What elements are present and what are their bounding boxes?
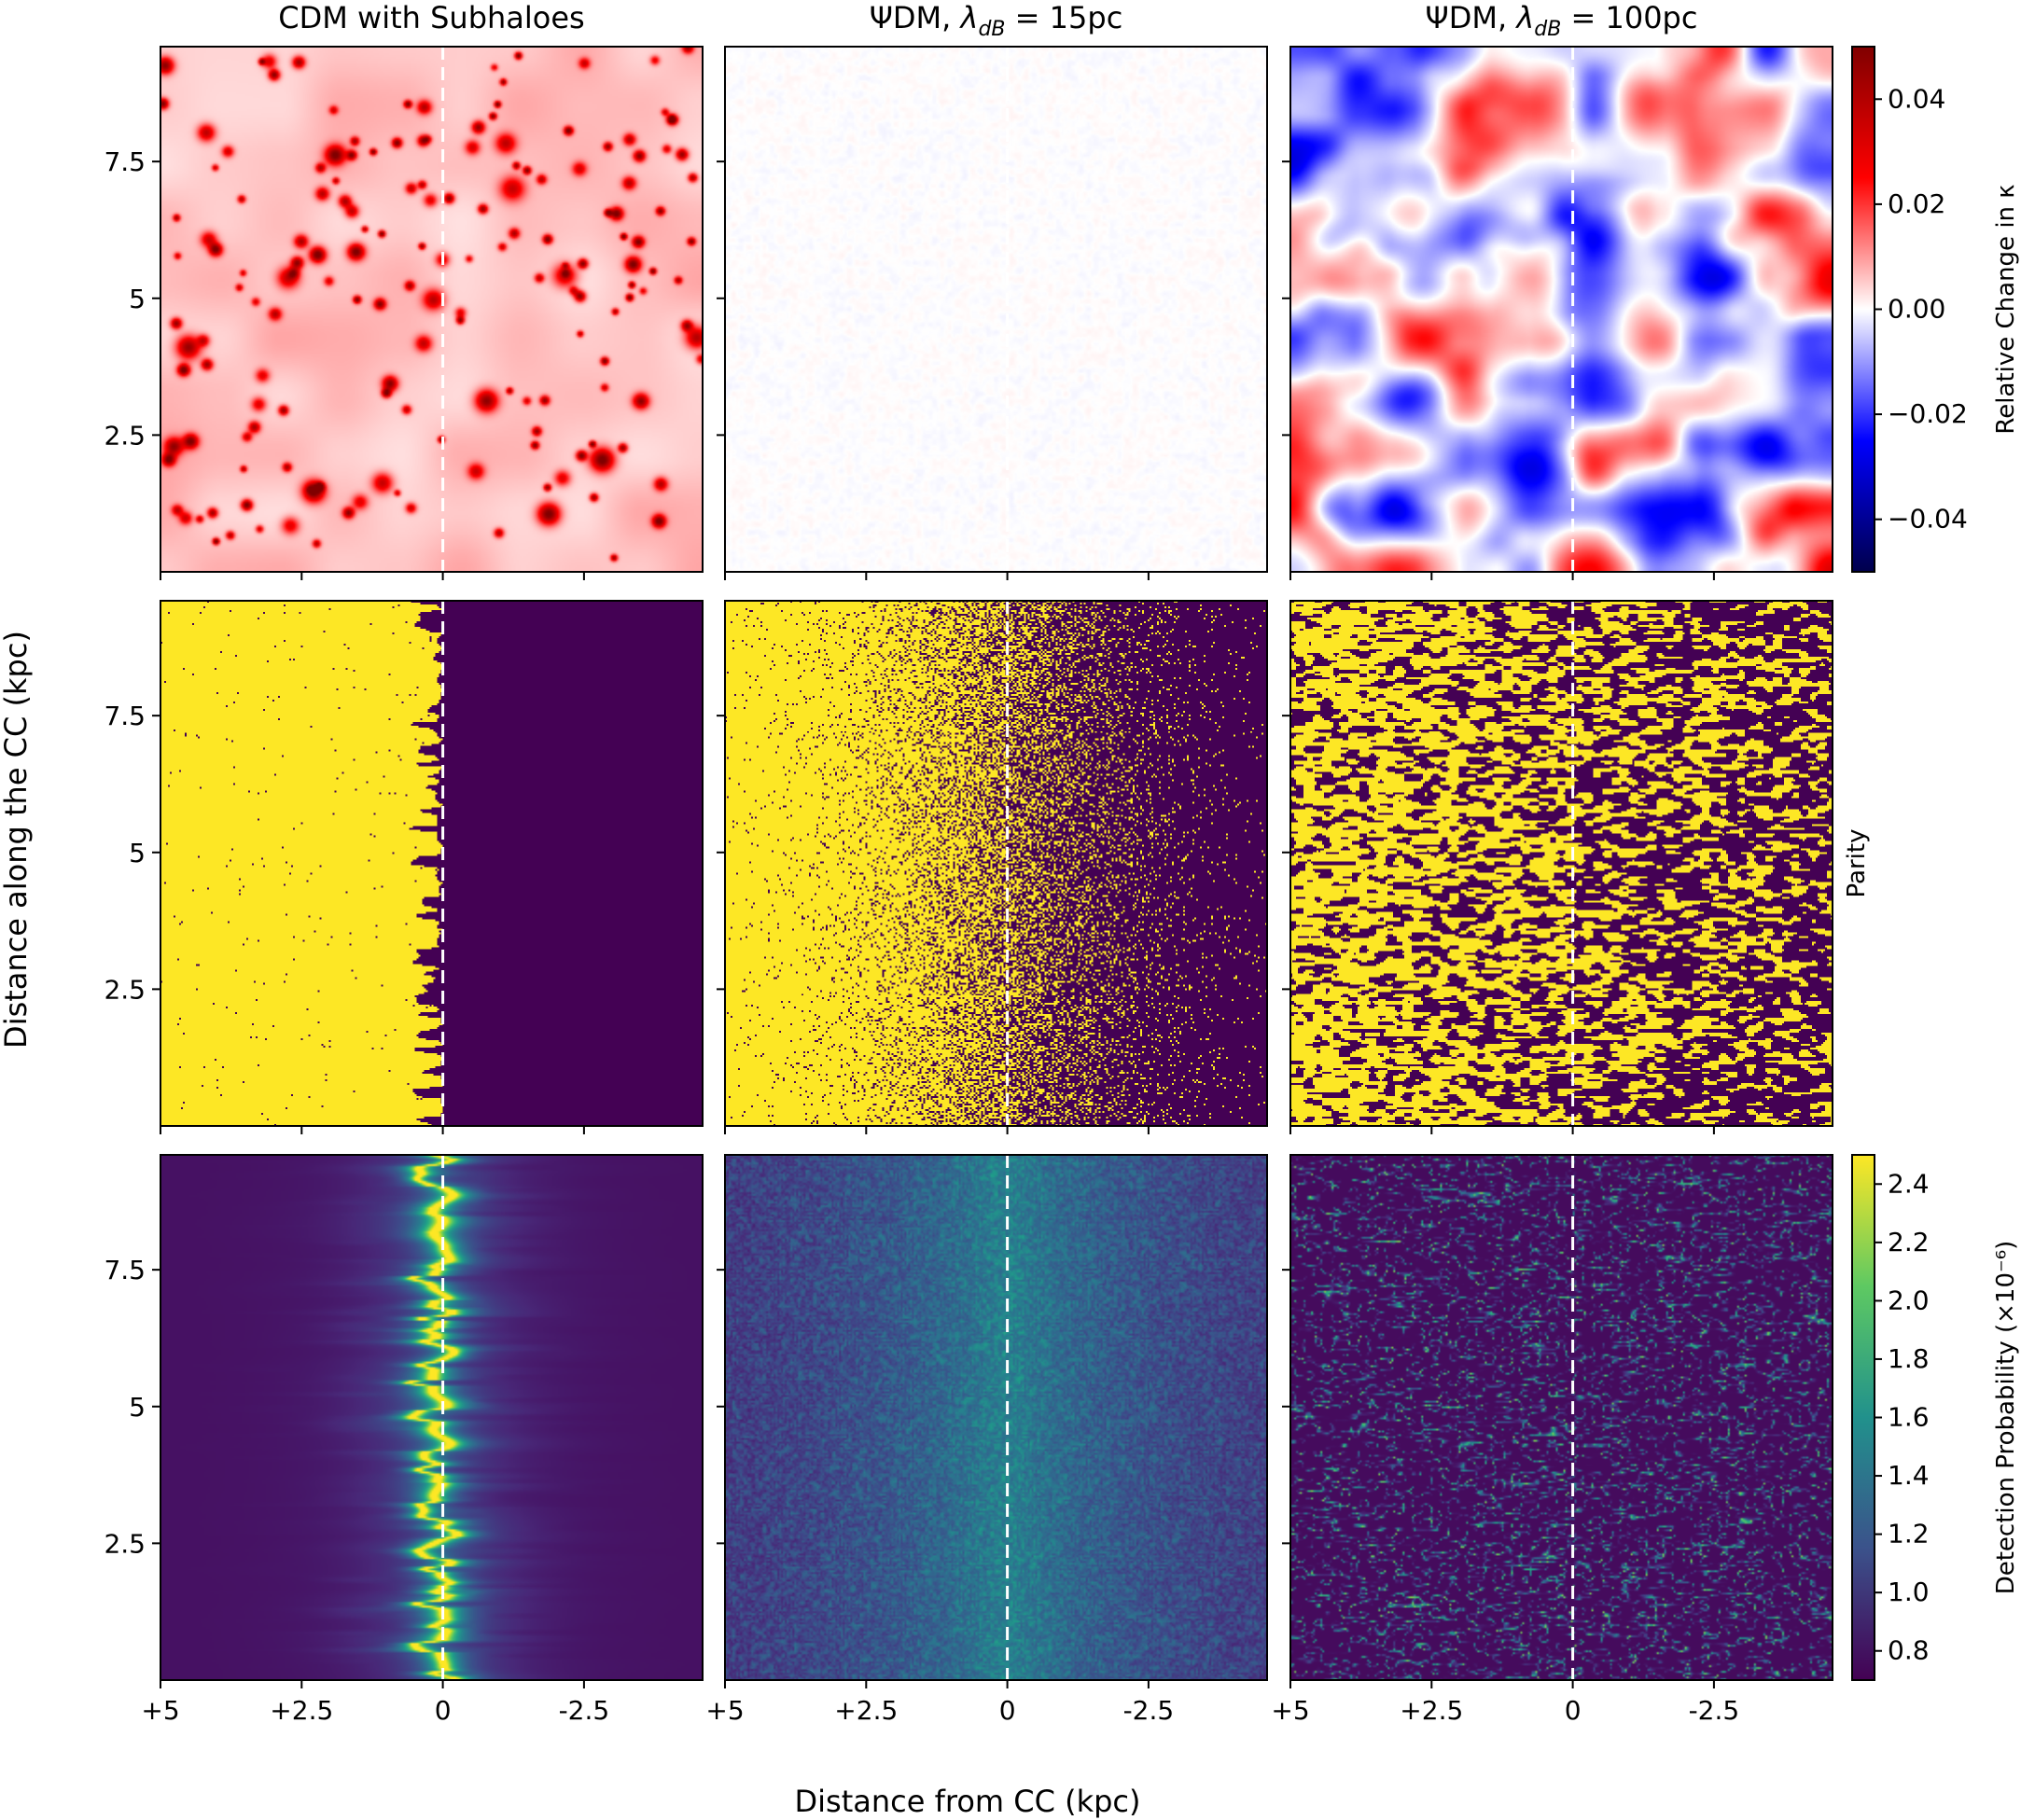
x-tick-label: -2.5 xyxy=(1689,1695,1740,1726)
panel-r3-c2: +5 +2.5 0 -2.5 xyxy=(705,1154,1268,1726)
heatmap-image xyxy=(725,1155,1267,1680)
panel-frame xyxy=(1289,46,1833,573)
panel-r2-c1: 2.5 5 7.5 xyxy=(104,600,704,1134)
colorbar-tick-label: 1.8 xyxy=(1888,1343,1930,1374)
y-tick-label: 7.5 xyxy=(104,1255,146,1285)
colorbar-label: Relative Change in κ xyxy=(1992,184,2020,434)
colorbar-tick-label: 2.4 xyxy=(1888,1168,1930,1199)
y-tick-label: 2.5 xyxy=(104,1528,146,1559)
x-tick-label: 0 xyxy=(435,1695,452,1726)
y-axis-label: Distance along the CC (kpc) xyxy=(0,631,34,1049)
column-title: CDM with Subhaloes xyxy=(278,0,584,35)
heatmap-image xyxy=(725,601,1267,1126)
panel-frame xyxy=(724,1154,1268,1681)
axis-labels: Distance from CC (kpc) Distance along th… xyxy=(0,631,1141,1819)
panel-frame xyxy=(160,600,704,1127)
y-tick-label: 2.5 xyxy=(104,974,146,1005)
heatmap-image xyxy=(1290,1155,1833,1680)
colorbar-bar xyxy=(1851,46,1875,573)
parity-label: Parity xyxy=(1843,829,1871,898)
panel-r2-c2 xyxy=(717,600,1268,1134)
y-tick-label: 5 xyxy=(129,284,146,314)
colorbar-kappa: 0.04 0.02 0.00 −0.02 −0.04 Relative Change in… xyxy=(1851,46,2020,573)
y-tick-label: 7.5 xyxy=(104,146,146,177)
y-tick-label: 5 xyxy=(129,1392,146,1423)
colorbar-tick-label: −0.02 xyxy=(1888,398,1968,429)
x-tick-label: 0 xyxy=(1565,1695,1582,1726)
panel-r1-c2: ΨDM, λdB = 15pc xyxy=(717,0,1268,580)
colorbar-tick-label: 2.2 xyxy=(1888,1227,1930,1257)
heatmap-image xyxy=(160,601,703,1126)
x-tick-label: +5 xyxy=(705,1695,744,1726)
colorbar-tick-label: 1.4 xyxy=(1888,1460,1930,1491)
colorbar-tick-label: −0.04 xyxy=(1888,504,1968,535)
x-tick-label: 0 xyxy=(999,1695,1016,1726)
panel-frame xyxy=(1289,600,1833,1127)
colorbar-parity: Parity xyxy=(1843,829,1871,898)
column-title: ΨDM, λdB = 100pc xyxy=(1426,0,1698,41)
panel-r2-c3 xyxy=(1282,600,1833,1134)
panel-frame xyxy=(724,46,1268,573)
heatmap-image xyxy=(160,47,703,572)
x-tick-label: +2.5 xyxy=(270,1695,333,1726)
x-tick-label: -2.5 xyxy=(1123,1695,1175,1726)
y-tick-label: 7.5 xyxy=(104,701,146,731)
panel-r3-c1: +5 +2.5 0 -2.5 2.5 5 7.5 xyxy=(104,1154,704,1726)
colorbar-tick-label: 1.2 xyxy=(1888,1519,1930,1549)
panel-frame xyxy=(724,600,1268,1127)
y-tick-label: 2.5 xyxy=(104,420,146,451)
panel-frame xyxy=(1289,1154,1833,1681)
heatmap-image xyxy=(160,1155,703,1680)
panel-frame xyxy=(160,1154,704,1681)
colorbar-tick-label: 0.00 xyxy=(1888,294,1945,325)
panel-r1-c1: 2.5 5 7.5 CDM with Subhaloes xyxy=(104,0,704,580)
x-axis-label: Distance from CC (kpc) xyxy=(795,1784,1141,1819)
colorbar-tick-label: 0.02 xyxy=(1888,188,1945,219)
heatmap-image xyxy=(725,47,1267,572)
panel-r3-c3: +5 +2.5 0 -2.5 xyxy=(1271,1154,1833,1726)
column-title: ΨDM, λdB = 15pc xyxy=(870,0,1123,41)
heatmap-image xyxy=(1290,47,1833,572)
colorbar-tick-label: 0.04 xyxy=(1888,83,1945,114)
x-tick-label: -2.5 xyxy=(559,1695,610,1726)
x-tick-label: +2.5 xyxy=(1400,1695,1463,1726)
y-tick-label: 5 xyxy=(129,838,146,868)
colorbar-label: Detection Probability (×10⁻⁶) xyxy=(1992,1241,2020,1595)
x-tick-label: +5 xyxy=(1271,1695,1309,1726)
colorbar-tick-label: 2.0 xyxy=(1888,1285,1930,1315)
x-tick-label: +5 xyxy=(141,1695,179,1726)
colorbars: 0.04 0.02 0.00 −0.02 −0.04 Relative Change in… xyxy=(1843,46,2020,1681)
heatmap-image xyxy=(1290,601,1833,1126)
colorbar-bar xyxy=(1851,1154,1875,1681)
colorbar-tick-label: 1.0 xyxy=(1888,1577,1930,1607)
colorbar-tick-label: 1.6 xyxy=(1888,1402,1930,1433)
panel-grid: 2.5 5 7.5 CDM with Subhaloes ΨDM, λdB = 15pc… xyxy=(104,0,1833,1726)
panel-frame xyxy=(160,46,704,573)
x-tick-label: +2.5 xyxy=(834,1695,898,1726)
panel-r1-c3: ΨDM, λdB = 100pc xyxy=(1282,0,1833,580)
colorbar-tick-label: 0.8 xyxy=(1888,1635,1930,1666)
colorbar-detection-probability: 2.4 2.2 2.0 1.8 1.6 1.4 1.2 1.0 0.8 Detection Pro… xyxy=(1851,1154,2020,1681)
